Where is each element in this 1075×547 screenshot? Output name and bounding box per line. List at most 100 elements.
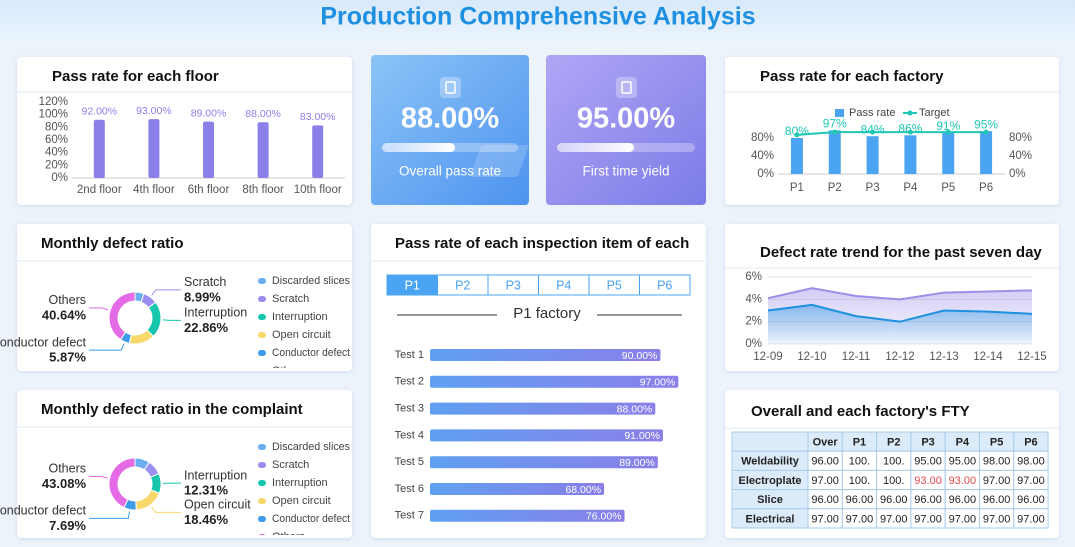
table-value: 97.00 xyxy=(880,513,908,525)
y2-tick-label: 80% xyxy=(1009,132,1032,144)
table: Over P1 P2 P3 P4 P5 P6 Weldability 96.00 100. 100.… xyxy=(731,431,1049,529)
legend-swatch xyxy=(258,350,266,356)
legend-label: Discarded slices xyxy=(272,275,350,287)
table-cell xyxy=(1013,508,1049,529)
label-leader xyxy=(89,511,131,519)
panel-title: Defect rate trend for the past seven day xyxy=(760,244,1042,261)
legend-swatch xyxy=(258,296,266,302)
legend-swatch xyxy=(258,332,266,338)
bar xyxy=(790,138,803,174)
legend-swatch xyxy=(258,462,266,468)
panel-title: Monthly defect ratio in the complaint xyxy=(41,401,303,418)
y-tick-label: 60% xyxy=(45,134,68,146)
line-point xyxy=(794,132,800,138)
data-label-name: Others xyxy=(48,293,86,307)
x-tick-label: P3 xyxy=(866,182,880,194)
data-label-value: 5.87% xyxy=(49,350,86,365)
legend-swatch xyxy=(835,109,844,117)
legend-label: Open circuit xyxy=(272,329,331,341)
label-leader xyxy=(151,506,181,513)
column-header: P6 xyxy=(1024,437,1037,449)
tab-label[interactable]: P6 xyxy=(657,278,672,292)
table-value: 93.00 xyxy=(949,475,977,487)
x-tick-label: 10th floor xyxy=(294,184,342,196)
bar xyxy=(430,483,605,495)
data-label-value: 40.64% xyxy=(42,307,87,322)
table-value: 93.00 xyxy=(914,475,942,487)
row-header: Electrical xyxy=(746,513,795,525)
chart-layer: 0%20%40%60%80%100%120%92.00%2nd floor93.… xyxy=(0,96,1049,543)
row-header: Slice xyxy=(757,494,783,506)
table-value: 96.00 xyxy=(983,494,1011,506)
y-tick-label: 80% xyxy=(45,121,68,133)
label-leader xyxy=(89,307,109,311)
legend-label: Pass rate xyxy=(849,107,895,119)
line-point xyxy=(832,129,838,135)
table-value: 95.00 xyxy=(914,456,942,468)
kpi-card: 88.00% Overall pass rate xyxy=(371,55,529,205)
tab-label[interactable]: P3 xyxy=(506,278,521,292)
value-label: 97.00% xyxy=(640,377,676,389)
legend-label: Conductor defect xyxy=(272,347,350,359)
x-tick-label: P6 xyxy=(979,182,993,194)
tab-label[interactable]: P4 xyxy=(556,278,571,292)
panel-title: Pass rate of each inspection item of eac… xyxy=(395,235,689,252)
tab[interactable] xyxy=(639,274,691,296)
table-value: 97.00 xyxy=(983,475,1011,487)
bar xyxy=(93,119,105,178)
tab-label[interactable]: P1 xyxy=(405,278,420,292)
y-tick-label: 20% xyxy=(45,159,68,171)
x-tick-label: 4th floor xyxy=(133,184,175,196)
legend: Discarded slices Scratch Interruption Open … xyxy=(258,441,350,543)
column-header: P2 xyxy=(887,437,900,449)
decoration xyxy=(470,145,529,177)
bar xyxy=(942,133,955,174)
table-value: 100. xyxy=(883,475,904,487)
y-tick-label: 0% xyxy=(745,338,762,350)
table-value: 96.00 xyxy=(880,494,908,506)
kpi-icon xyxy=(616,77,637,98)
donut-slice xyxy=(108,457,136,509)
bar xyxy=(257,122,269,178)
data-label-name: Conductor defect xyxy=(0,504,87,518)
table-value: 97.00 xyxy=(983,513,1011,525)
bar xyxy=(203,121,214,178)
y-tick-label: 4% xyxy=(745,293,762,305)
value-label: 97% xyxy=(823,117,847,131)
y-tick-label: 40% xyxy=(45,147,68,159)
bar xyxy=(980,131,993,174)
line-point xyxy=(945,129,951,135)
legend-swatch xyxy=(258,278,266,284)
tab-label[interactable]: P5 xyxy=(607,278,622,292)
x-tick-label: P5 xyxy=(941,182,955,194)
y-tick-label: 2% xyxy=(745,316,762,328)
panel-title: Pass rate for each floor xyxy=(52,68,219,85)
line-point xyxy=(870,129,876,135)
x-tick-label: 12-12 xyxy=(885,351,914,363)
table-value: 97.00 xyxy=(914,513,942,525)
y-tick-label: 80% xyxy=(751,132,774,144)
bar xyxy=(430,509,625,522)
table-value: 96.00 xyxy=(811,456,839,468)
value-label: 91% xyxy=(936,119,960,133)
tab-label[interactable]: P2 xyxy=(455,278,470,292)
value-label: 89.00% xyxy=(191,107,227,119)
column-header: Over xyxy=(813,437,839,449)
kpi-label: First time yield xyxy=(582,164,669,179)
kpi-value: 88.00% xyxy=(401,103,500,135)
value-label: 68.00% xyxy=(565,484,601,496)
bar xyxy=(148,119,160,178)
bar xyxy=(866,136,879,174)
bar xyxy=(430,456,658,469)
data-label-name: Conductor defect xyxy=(0,335,87,349)
table-value: 97.00 xyxy=(949,513,977,525)
legend-label: Others xyxy=(272,531,306,543)
x-tick-label: P2 xyxy=(828,182,842,194)
x-tick-label: 12-09 xyxy=(753,351,782,363)
table-value: 96.00 xyxy=(846,494,874,506)
table-value: 98.00 xyxy=(983,456,1011,468)
value-label: 86% xyxy=(898,121,922,135)
y2-tick-label: 0% xyxy=(1009,168,1026,180)
table-value: 100. xyxy=(849,475,870,487)
